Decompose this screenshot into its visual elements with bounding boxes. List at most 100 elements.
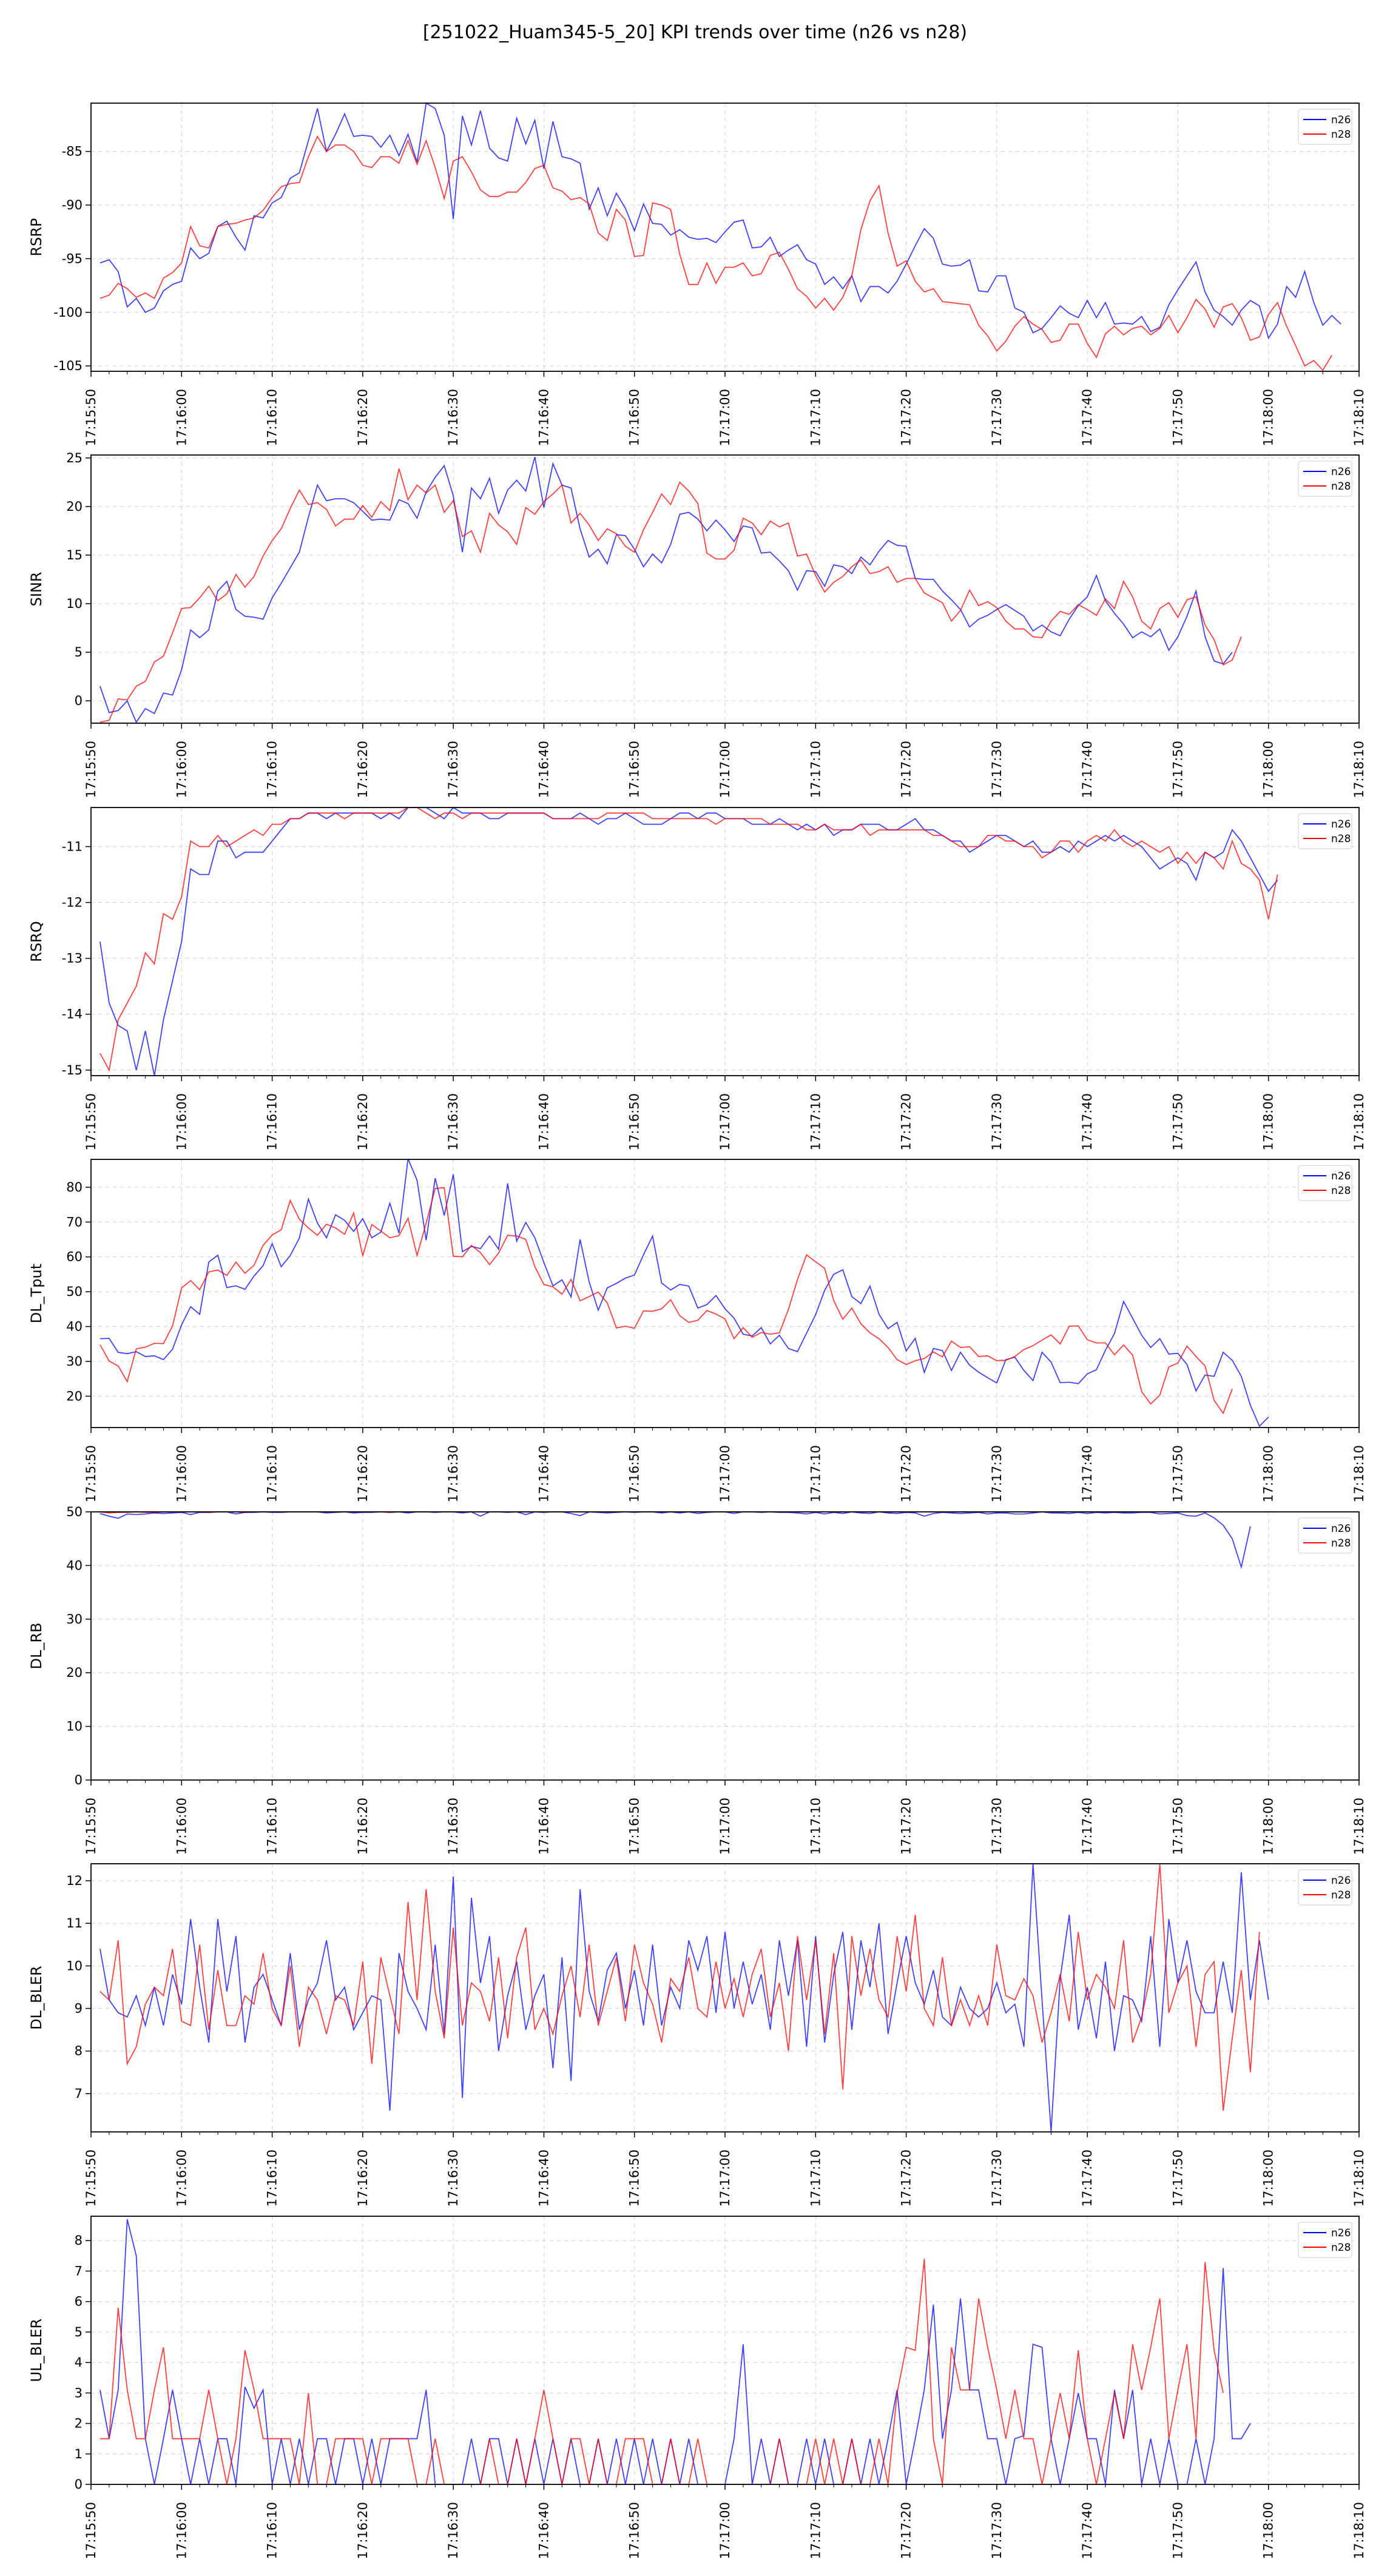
x-tick-label: 17:16:30: [446, 1445, 461, 1502]
subplot-ul-bler: 17:15:50 17:16:00 17:16:10 17:16:20 17:16:30…: [28, 2216, 1366, 2559]
x-tick-label: 17:16:20: [356, 2502, 370, 2559]
x-tick-label: 17:17:50: [1170, 2502, 1185, 2559]
legend-label-n26: n26: [1331, 2227, 1351, 2239]
x-tick-label: 17:17:40: [1080, 1798, 1095, 1855]
x-tick-label: 17:15:50: [84, 2502, 98, 2559]
x-tick-label: 17:17:10: [808, 389, 823, 446]
y-axis-label: RSRP: [28, 218, 45, 256]
legend-box: [1298, 109, 1352, 145]
x-tick-label: 17:16:00: [174, 389, 189, 446]
x-tick-label: 17:16:20: [356, 741, 370, 798]
x-tick-label: 17:18:10: [1352, 2502, 1366, 2559]
x-tick-label: 17:16:20: [356, 1445, 370, 1502]
legend-label-n26: n26: [1331, 1875, 1351, 1887]
series-line-n28: [100, 468, 1242, 723]
x-tick-label: 17:18:00: [1261, 1445, 1276, 1502]
y-tick-label: -13: [62, 951, 83, 966]
series-line-n26: [100, 1159, 1269, 1428]
x-tick-label: 17:16:30: [446, 389, 461, 446]
x-tick-label: 17:17:40: [1080, 2502, 1095, 2559]
x-tick-label: 17:16:50: [627, 2149, 642, 2207]
x-tick-label: 17:16:30: [446, 1093, 461, 1150]
subplot-dl-tput: 17:15:50 17:16:00 17:16:10 17:16:20 17:16:30…: [28, 1159, 1366, 1502]
x-tick-label: 17:15:50: [84, 1093, 98, 1150]
legend-label-n26: n26: [1331, 1523, 1351, 1535]
y-tick-label: 12: [66, 1873, 83, 1888]
x-tick-label: 17:17:00: [718, 1445, 732, 1502]
x-tick-label: 17:16:10: [265, 2502, 280, 2559]
series-line-n28: [100, 135, 1332, 371]
y-axis-label: UL_BLER: [28, 2319, 45, 2382]
x-tick-label: 17:15:50: [84, 389, 98, 446]
y-tick-label: 1: [75, 2447, 83, 2461]
y-tick-label: 7: [75, 2086, 83, 2101]
x-tick-label: 17:16:40: [536, 1445, 551, 1502]
legend-label-n26: n26: [1331, 466, 1351, 478]
x-tick-label: 17:16:20: [356, 1093, 370, 1150]
x-tick-label: 17:16:30: [446, 2149, 461, 2207]
x-tick-label: 17:17:40: [1080, 389, 1095, 446]
x-tick-label: 17:17:20: [899, 1093, 914, 1150]
x-tick-label: 17:18:00: [1261, 741, 1276, 798]
x-tick-label: 17:16:40: [536, 1798, 551, 1855]
x-tick-label: 17:18:00: [1261, 2149, 1276, 2207]
x-tick-label: 17:16:00: [174, 2502, 189, 2559]
y-tick-label: 80: [66, 1180, 83, 1195]
y-tick-label: 20: [66, 1389, 83, 1403]
x-tick-label: 17:16:10: [265, 389, 280, 446]
x-tick-label: 17:17:30: [990, 741, 1004, 798]
y-axis-label: DL_BLER: [28, 1966, 45, 2030]
y-tick-label: -12: [62, 895, 83, 910]
x-tick-label: 17:15:50: [84, 741, 98, 798]
y-tick-label: 20: [66, 1665, 83, 1680]
y-tick-label: 40: [66, 1558, 83, 1573]
axes-frame: [90, 454, 1360, 724]
legend-box: [1298, 2222, 1352, 2258]
x-tick-label: 17:17:10: [808, 2502, 823, 2559]
x-tick-label: 17:16:20: [356, 389, 370, 446]
axes-frame: [90, 1863, 1360, 2133]
x-tick-label: 17:17:50: [1170, 2149, 1185, 2207]
x-tick-label: 17:18:10: [1352, 2149, 1366, 2207]
x-tick-label: 17:16:50: [627, 2502, 642, 2559]
y-tick-label: 10: [66, 1719, 83, 1734]
x-tick-label: 17:17:20: [899, 389, 914, 446]
x-tick-label: 17:17:10: [808, 2149, 823, 2207]
x-tick-label: 17:17:00: [718, 389, 732, 446]
x-tick-label: 17:16:40: [536, 1093, 551, 1150]
y-tick-label: 0: [75, 2477, 83, 2492]
x-tick-label: 17:16:40: [536, 2502, 551, 2559]
x-tick-label: 17:16:00: [174, 1798, 189, 1855]
x-tick-label: 17:16:10: [265, 741, 280, 798]
legend-label-n28: n28: [1331, 833, 1351, 845]
y-tick-label: 10: [66, 596, 83, 611]
axes-frame: [90, 1159, 1360, 1428]
series-line-n28: [100, 1187, 1233, 1415]
x-tick-label: 17:16:30: [446, 741, 461, 798]
y-tick-label: 50: [66, 1505, 83, 1519]
x-tick-label: 17:18:00: [1261, 1798, 1276, 1855]
x-tick-label: 17:18:10: [1352, 1798, 1366, 1855]
x-tick-label: 17:17:30: [990, 1798, 1004, 1855]
y-tick-label: 20: [66, 499, 83, 514]
axes-frame: [90, 103, 1360, 372]
x-tick-label: 17:16:50: [627, 1093, 642, 1150]
y-tick-label: 2: [75, 2416, 83, 2431]
x-tick-label: 17:18:10: [1352, 389, 1366, 446]
x-tick-label: 17:16:30: [446, 1798, 461, 1855]
legend-label-n26: n26: [1331, 818, 1351, 831]
x-tick-label: 17:16:50: [627, 1798, 642, 1855]
y-tick-label: 7: [75, 2264, 83, 2278]
y-axis-label: RSRQ: [28, 921, 45, 962]
y-tick-label: 8: [75, 2044, 83, 2058]
series-line-n26: [100, 456, 1233, 723]
x-tick-label: 17:17:40: [1080, 2149, 1095, 2207]
y-tick-label: 50: [66, 1284, 83, 1299]
y-tick-label: -105: [53, 359, 83, 373]
legend-label-n28: n28: [1331, 2242, 1351, 2254]
x-tick-label: 17:16:50: [627, 389, 642, 446]
